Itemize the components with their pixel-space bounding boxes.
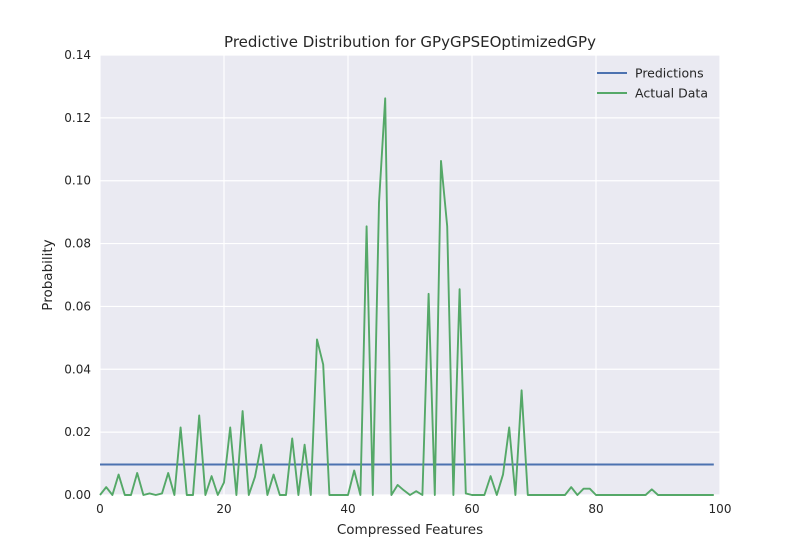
x-tick-label: 100 <box>709 502 732 516</box>
legend-label-predictions: Predictions <box>635 66 704 81</box>
x-tick-label: 60 <box>464 502 479 516</box>
y-tick-label: 0.08 <box>64 237 91 251</box>
y-tick-label: 0.14 <box>64 48 91 62</box>
gridlines <box>99 54 721 496</box>
chart-title: Predictive Distribution for GPyGPSEOptim… <box>224 33 596 51</box>
x-tick-label: 0 <box>96 502 104 516</box>
y-axis-label: Probability <box>40 239 56 310</box>
x-axis-label: Compressed Features <box>337 522 483 538</box>
legend: Predictions Actual Data <box>597 66 708 101</box>
plot-area <box>100 55 720 495</box>
y-tick-label: 0.04 <box>64 362 91 376</box>
tick-labels: 0 20 40 60 80 100 0.00 0.02 0.04 0.06 0.08 0.10 0.12… <box>64 48 731 516</box>
y-tick-label: 0.02 <box>64 425 91 439</box>
x-tick-label: 40 <box>340 502 355 516</box>
x-tick-label: 80 <box>588 502 603 516</box>
x-tick-label: 20 <box>216 502 231 516</box>
y-tick-label: 0.06 <box>64 299 91 313</box>
y-tick-label: 0.12 <box>64 111 91 125</box>
series-lines <box>99 97 714 496</box>
y-tick-label: 0.10 <box>64 174 91 188</box>
y-tick-label: 0.00 <box>64 488 91 502</box>
series-line-actual-data <box>99 97 714 496</box>
legend-label-actual-data: Actual Data <box>635 86 708 101</box>
